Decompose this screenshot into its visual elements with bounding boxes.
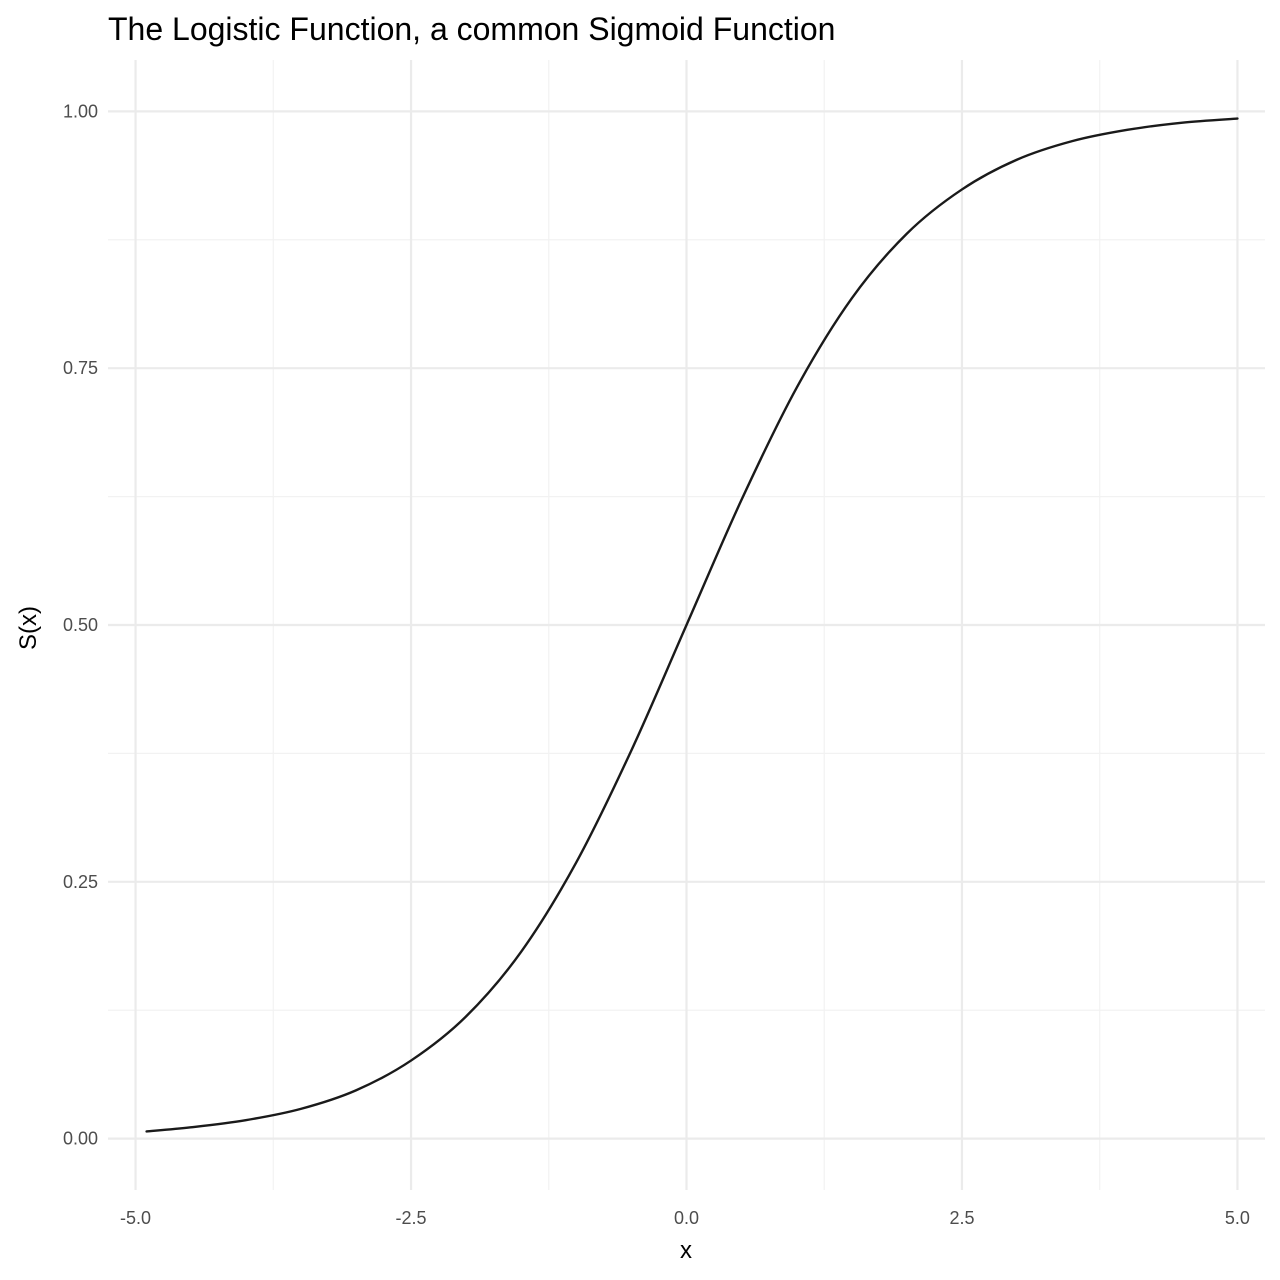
major-gridlines (108, 60, 1265, 1190)
y-tick-label: 0.50 (63, 615, 98, 635)
x-tick-label: -5.0 (120, 1208, 151, 1228)
x-tick-label: -2.5 (396, 1208, 427, 1228)
y-axis-title: S(x) (15, 606, 42, 650)
y-tick-label: 0.25 (63, 872, 98, 892)
y-axis-ticks: 0.00 0.25 0.50 0.75 1.00 (63, 101, 98, 1148)
series-layer (145, 117, 1239, 1133)
y-tick-label: 1.00 (63, 101, 98, 121)
logistic-curve-line (145, 117, 1239, 1133)
y-tick-label: 0.75 (63, 358, 98, 378)
x-tick-label: 5.0 (1225, 1208, 1250, 1228)
x-axis-title: x (680, 1237, 692, 1264)
chart-title: The Logistic Function, a common Sigmoid … (108, 11, 835, 47)
y-tick-label: 0.00 (63, 1129, 98, 1149)
x-tick-label: 2.5 (949, 1208, 974, 1228)
x-tick-label: 0.0 (674, 1208, 699, 1228)
x-axis-ticks: -5.0 -2.5 0.0 2.5 5.0 (120, 1208, 1250, 1228)
